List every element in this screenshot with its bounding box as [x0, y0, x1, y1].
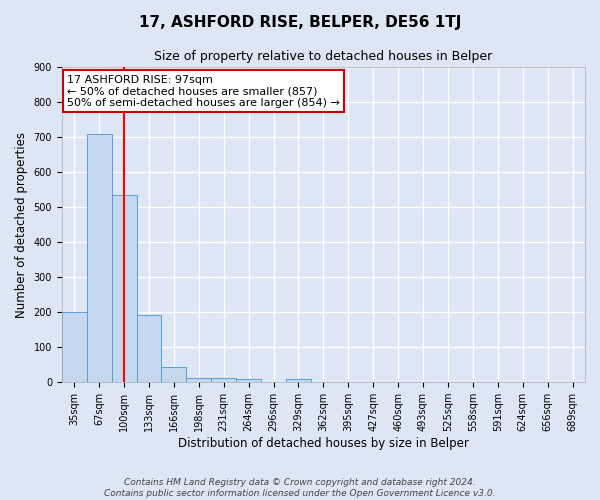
- X-axis label: Distribution of detached houses by size in Belper: Distribution of detached houses by size …: [178, 437, 469, 450]
- Title: Size of property relative to detached houses in Belper: Size of property relative to detached ho…: [154, 50, 493, 63]
- Bar: [286, 380, 311, 382]
- Text: 17, ASHFORD RISE, BELPER, DE56 1TJ: 17, ASHFORD RISE, BELPER, DE56 1TJ: [139, 15, 461, 30]
- Bar: [161, 367, 187, 382]
- Text: 17 ASHFORD RISE: 97sqm
← 50% of detached houses are smaller (857)
50% of semi-de: 17 ASHFORD RISE: 97sqm ← 50% of detached…: [67, 75, 340, 108]
- Bar: [112, 195, 137, 382]
- Bar: [62, 312, 86, 382]
- Bar: [187, 378, 211, 382]
- Y-axis label: Number of detached properties: Number of detached properties: [15, 132, 28, 318]
- Text: Contains HM Land Registry data © Crown copyright and database right 2024.
Contai: Contains HM Land Registry data © Crown c…: [104, 478, 496, 498]
- Bar: [137, 314, 161, 382]
- Bar: [236, 378, 261, 382]
- Bar: [211, 378, 236, 382]
- Bar: [86, 134, 112, 382]
